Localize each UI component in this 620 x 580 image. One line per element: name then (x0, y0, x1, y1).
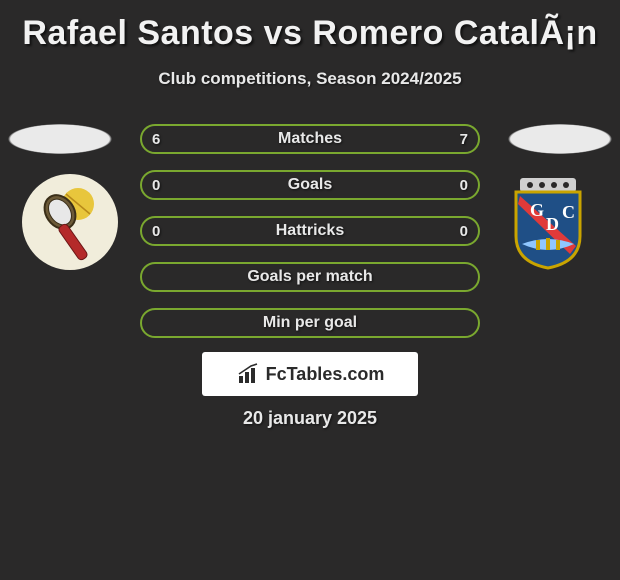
right-team-crest: G D C (500, 174, 596, 270)
branding-badge: FcTables.com (202, 352, 418, 396)
page-title: Rafael Santos vs Romero CatalÃ¡n (0, 0, 620, 53)
stat-label: Min per goal (142, 314, 478, 332)
stat-row-min-per-goal: Min per goal (140, 308, 480, 338)
racket-ball-icon (22, 174, 118, 270)
left-flag-ellipse (8, 124, 112, 154)
bar-chart-icon (236, 362, 260, 386)
stat-left-value: 0 (152, 177, 160, 194)
stat-label: Hattricks (142, 222, 478, 240)
stat-right-value: 0 (460, 223, 468, 240)
stat-left-value: 6 (152, 131, 160, 148)
stat-row-matches: 6 Matches 7 (140, 124, 480, 154)
stat-right-value: 7 (460, 131, 468, 148)
stat-row-goals: 0 Goals 0 (140, 170, 480, 200)
branding-text: FcTables.com (266, 364, 385, 385)
subtitle: Club competitions, Season 2024/2025 (0, 69, 620, 89)
stat-right-value: 0 (460, 177, 468, 194)
svg-text:D: D (546, 214, 559, 234)
stats-list: 6 Matches 7 0 Goals 0 0 Hattricks 0 Goal… (140, 124, 480, 338)
stat-row-goals-per-match: Goals per match (140, 262, 480, 292)
shield-crest-icon: G D C (500, 174, 596, 270)
stat-left-value: 0 (152, 223, 160, 240)
svg-text:G: G (530, 200, 544, 220)
stat-label: Matches (142, 130, 478, 148)
date-line: 20 january 2025 (0, 408, 620, 429)
svg-text:C: C (562, 202, 575, 222)
stat-row-hattricks: 0 Hattricks 0 (140, 216, 480, 246)
stat-label: Goals per match (142, 268, 478, 286)
stat-label: Goals (142, 176, 478, 194)
left-team-crest (22, 174, 118, 270)
right-flag-ellipse (508, 124, 612, 154)
